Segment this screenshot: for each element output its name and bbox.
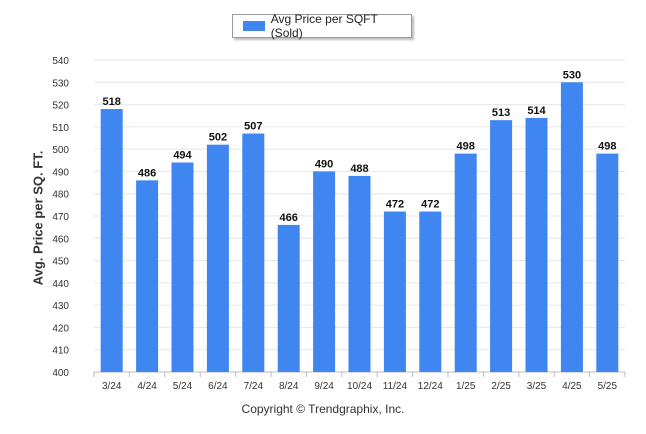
data-label: 507 xyxy=(244,121,262,133)
bar-10-24 xyxy=(348,175,371,372)
bar-7-24 xyxy=(242,133,265,372)
bar-9-24 xyxy=(313,171,336,372)
y-tick-label: 530 xyxy=(52,78,69,89)
data-label: 472 xyxy=(386,199,404,211)
x-tick-label: 2/25 xyxy=(491,381,511,392)
y-tick-label: 520 xyxy=(52,101,69,112)
data-label: 513 xyxy=(492,107,510,119)
bar-12-24 xyxy=(419,211,442,372)
data-label: 466 xyxy=(280,212,298,224)
x-tick-label: 3/24 xyxy=(102,381,122,392)
bar-11-24 xyxy=(383,211,406,372)
data-label: 472 xyxy=(421,199,439,211)
y-tick-label: 430 xyxy=(52,301,69,312)
bar-5-25 xyxy=(596,153,619,372)
y-tick-label: 510 xyxy=(52,123,69,134)
bar-3-24 xyxy=(100,109,123,373)
bar-2-25 xyxy=(490,120,513,373)
y-tick-label: 540 xyxy=(52,56,69,67)
y-tick-label: 460 xyxy=(52,234,69,245)
bar-4-24 xyxy=(136,180,159,372)
x-tick-label: 11/24 xyxy=(383,381,408,392)
y-tick-label: 470 xyxy=(52,212,69,223)
x-tick-label: 10/24 xyxy=(347,381,372,392)
x-tick-label: 12/24 xyxy=(418,381,443,392)
data-label: 498 xyxy=(457,141,475,153)
bar-8-24 xyxy=(277,224,300,372)
x-tick-label: 3/25 xyxy=(527,381,547,392)
data-label: 486 xyxy=(138,167,156,179)
x-tick-label: 5/25 xyxy=(598,381,618,392)
x-tick-label: 6/24 xyxy=(208,381,228,392)
legend-label: Avg Price per SQFT (Sold) xyxy=(270,12,378,40)
x-tick-label: 1/25 xyxy=(456,381,476,392)
bar-4-25 xyxy=(560,82,583,373)
x-tick-label: 5/24 xyxy=(173,381,193,392)
data-label: 494 xyxy=(173,150,192,162)
y-tick-label: 490 xyxy=(52,167,69,178)
bar-1-25 xyxy=(454,153,477,372)
x-tick-label: 8/24 xyxy=(279,381,299,392)
y-tick-label: 500 xyxy=(52,145,69,156)
x-tick-label: 7/24 xyxy=(244,381,264,392)
y-tick-label: 410 xyxy=(52,346,69,357)
data-label: 502 xyxy=(209,132,227,144)
legend-swatch xyxy=(243,21,265,31)
x-tick-label: 4/24 xyxy=(137,381,157,392)
y-tick-label: 420 xyxy=(52,323,69,334)
x-tick-label: 9/24 xyxy=(314,381,334,392)
data-label: 530 xyxy=(563,69,581,81)
y-tick-label: 450 xyxy=(52,257,69,268)
data-label: 518 xyxy=(103,96,121,108)
legend: Avg Price per SQFT (Sold) xyxy=(232,12,412,40)
data-label: 488 xyxy=(350,163,368,175)
bar-5-24 xyxy=(171,162,194,372)
y-tick-label: 400 xyxy=(52,368,69,379)
x-tick-label: 4/25 xyxy=(562,381,582,392)
data-label: 498 xyxy=(598,141,616,153)
y-axis-label: Avg. Price per SQ. FT. xyxy=(30,150,46,286)
y-tick-label: 480 xyxy=(52,190,69,201)
data-label: 514 xyxy=(527,105,546,117)
data-label: 490 xyxy=(315,158,333,170)
y-tick-label: 440 xyxy=(52,279,69,290)
copyright-footer: Copyright © Trendgraphix, Inc. xyxy=(241,402,405,416)
bar-3-25 xyxy=(525,117,548,372)
bar-6-24 xyxy=(206,144,229,372)
